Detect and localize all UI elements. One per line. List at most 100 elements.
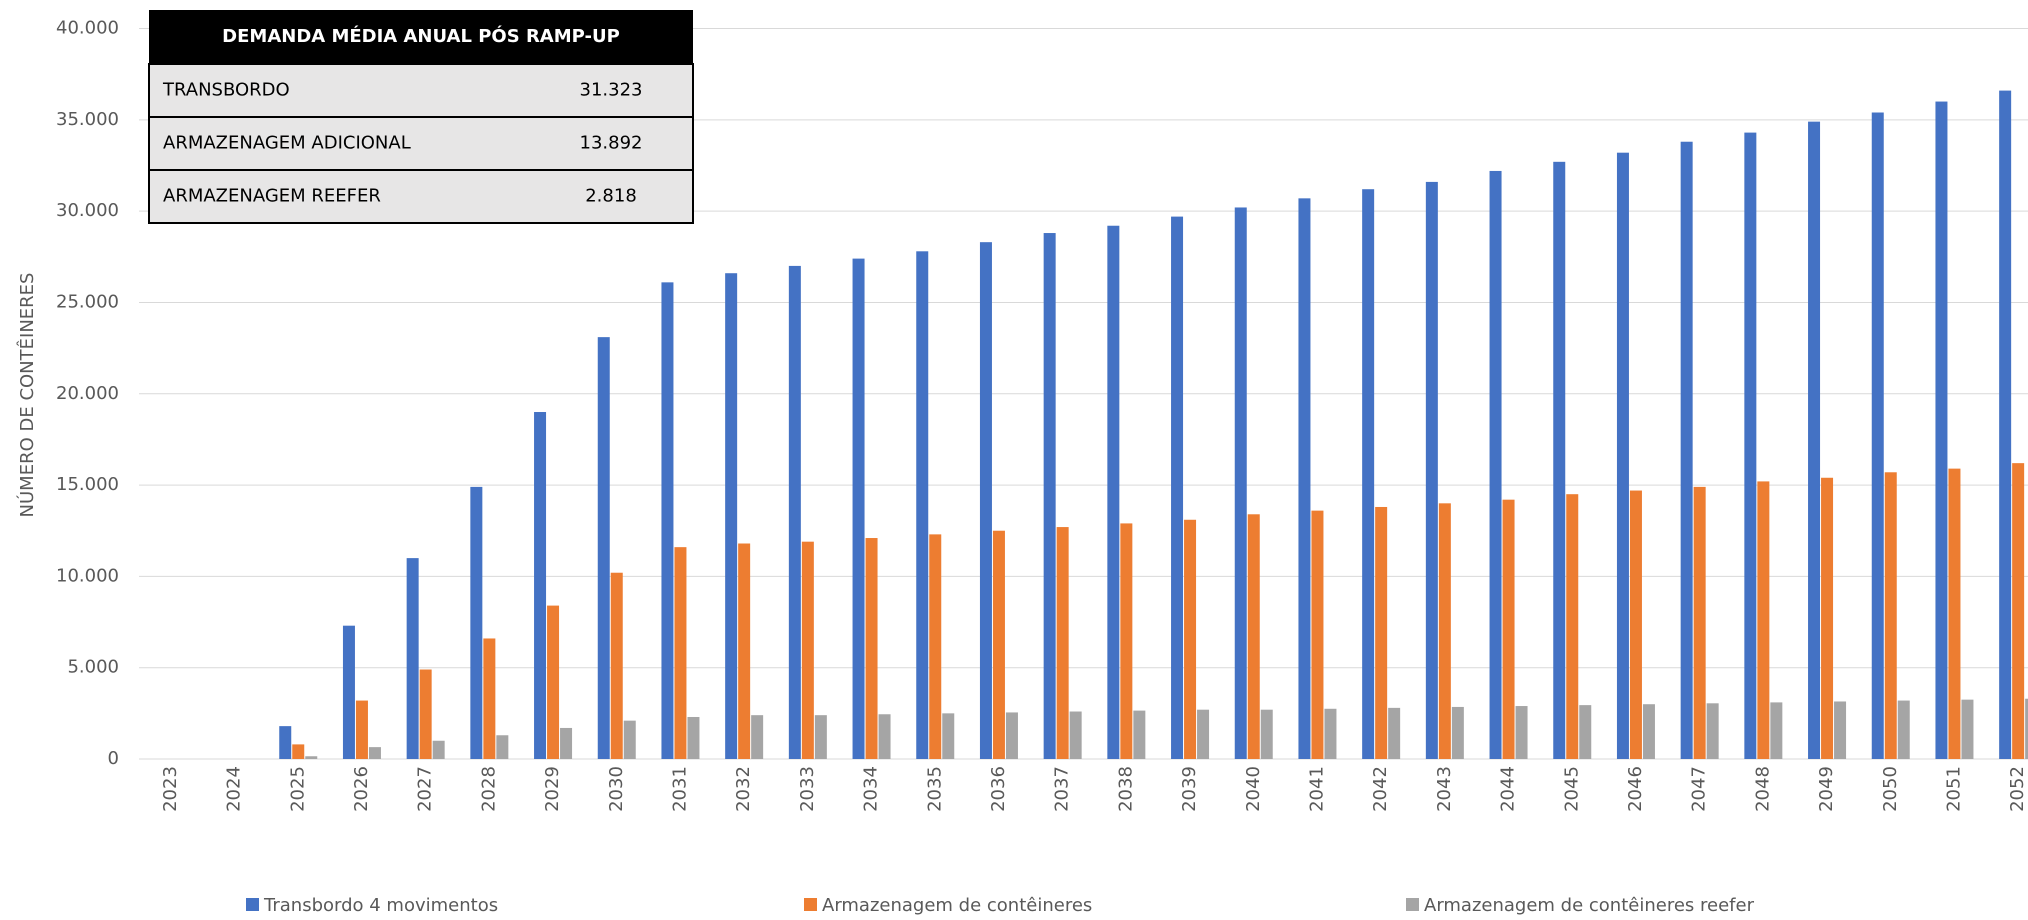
bar (1680, 141, 1693, 760)
bar (342, 625, 355, 759)
bar (1489, 170, 1502, 759)
x-tick-label: 2027 (415, 766, 436, 812)
x-tick-label: 2035 (924, 766, 945, 812)
bar (1324, 708, 1337, 759)
bar (1884, 472, 1897, 759)
x-tick-label: 2031 (669, 766, 690, 812)
bar (1579, 705, 1592, 759)
bar (929, 534, 942, 759)
x-tick-label: 2029 (542, 766, 563, 812)
bar (661, 282, 674, 759)
y-tick-label: 20.000 (56, 383, 119, 404)
bar (1515, 706, 1528, 759)
bar (1935, 101, 1948, 760)
bar (878, 714, 891, 759)
table-cell-label: ARMAZENAGEM REEFER (163, 186, 381, 207)
bar (534, 412, 547, 759)
bar (942, 713, 955, 759)
bar (305, 756, 318, 759)
bar (406, 558, 419, 759)
bar (279, 726, 292, 759)
x-tick-label: 2023 (160, 766, 181, 812)
legend-label: Transbordo 4 movimentos (263, 895, 498, 916)
bar (1375, 506, 1388, 759)
x-tick-label: 2032 (733, 766, 754, 812)
bar (1298, 198, 1311, 759)
x-tick-label: 2038 (1115, 766, 1136, 812)
bar (751, 715, 764, 759)
x-tick-label: 2024 (224, 766, 245, 812)
x-tick-label: 2033 (797, 766, 818, 812)
bar (597, 337, 610, 759)
bar (419, 669, 432, 759)
x-tick-label: 2050 (1880, 766, 1901, 812)
legend-label: Armazenagem de contêineres (822, 895, 1092, 916)
bar (610, 572, 623, 759)
x-tick-label: 2043 (1434, 766, 1455, 812)
x-tick-label: 2046 (1625, 766, 1646, 812)
x-tick-label: 2049 (1816, 766, 1837, 812)
legend-label: Armazenagem de contêineres reefer (1424, 895, 1755, 916)
bar (1120, 523, 1133, 759)
bar (1821, 477, 1834, 759)
x-tick-label: 2047 (1689, 766, 1710, 812)
bar (355, 700, 368, 759)
legend-swatch (1406, 898, 1419, 911)
y-tick-label: 30.000 (56, 200, 119, 221)
x-tick-label: 2041 (1306, 766, 1327, 812)
y-tick-label: 40.000 (56, 18, 119, 39)
bar (1706, 703, 1719, 759)
bar (1069, 711, 1082, 759)
bar (1184, 519, 1197, 759)
legend-swatch (246, 898, 259, 911)
table-cell-label: TRANSBORDO (162, 80, 290, 101)
bar (1388, 707, 1401, 759)
bar (1948, 468, 1961, 759)
bar (738, 543, 751, 759)
table-row (148, 169, 694, 224)
y-tick-label: 15.000 (56, 474, 119, 495)
bar (1808, 121, 1821, 760)
bar (801, 541, 814, 759)
table-header: DEMANDA MÉDIA ANUAL PÓS RAMP-UP (222, 25, 620, 47)
x-tick-label: 2039 (1179, 766, 1200, 812)
bar (1757, 481, 1770, 759)
bar (1425, 181, 1438, 759)
bar (916, 251, 929, 760)
y-tick-label: 5.000 (67, 657, 119, 678)
bar (1362, 189, 1375, 759)
y-tick-label: 0 (108, 748, 119, 769)
bar (1770, 702, 1783, 759)
bar (1043, 233, 1056, 760)
legend-swatch (804, 898, 817, 911)
y-tick-label: 25.000 (56, 291, 119, 312)
bar (432, 740, 445, 759)
bar (1133, 710, 1146, 759)
bar (1171, 216, 1184, 759)
table-cell-label: ARMAZENAGEM ADICIONAL (163, 133, 411, 154)
bar (1438, 503, 1451, 759)
bar (2012, 463, 2025, 759)
bar (1247, 514, 1260, 759)
x-tick-label: 2034 (861, 766, 882, 812)
bar (1451, 706, 1464, 759)
bar (1961, 699, 1974, 759)
bar (1693, 486, 1706, 759)
x-tick-label: 2042 (1370, 766, 1391, 812)
bar (483, 638, 496, 759)
x-tick-label: 2036 (988, 766, 1009, 812)
bar (1897, 700, 1910, 759)
bar (687, 716, 700, 759)
table-header-bg (149, 10, 693, 64)
table-row (148, 116, 694, 171)
bar (1311, 510, 1324, 759)
bar (1999, 90, 2012, 759)
bar (1056, 527, 1069, 759)
x-tick-label: 2051 (1943, 766, 1964, 812)
bar (1629, 490, 1642, 759)
bar (1197, 709, 1210, 759)
table-cell-value: 13.892 (580, 133, 643, 154)
bar (1502, 499, 1515, 759)
x-tick-label: 2025 (287, 766, 308, 812)
